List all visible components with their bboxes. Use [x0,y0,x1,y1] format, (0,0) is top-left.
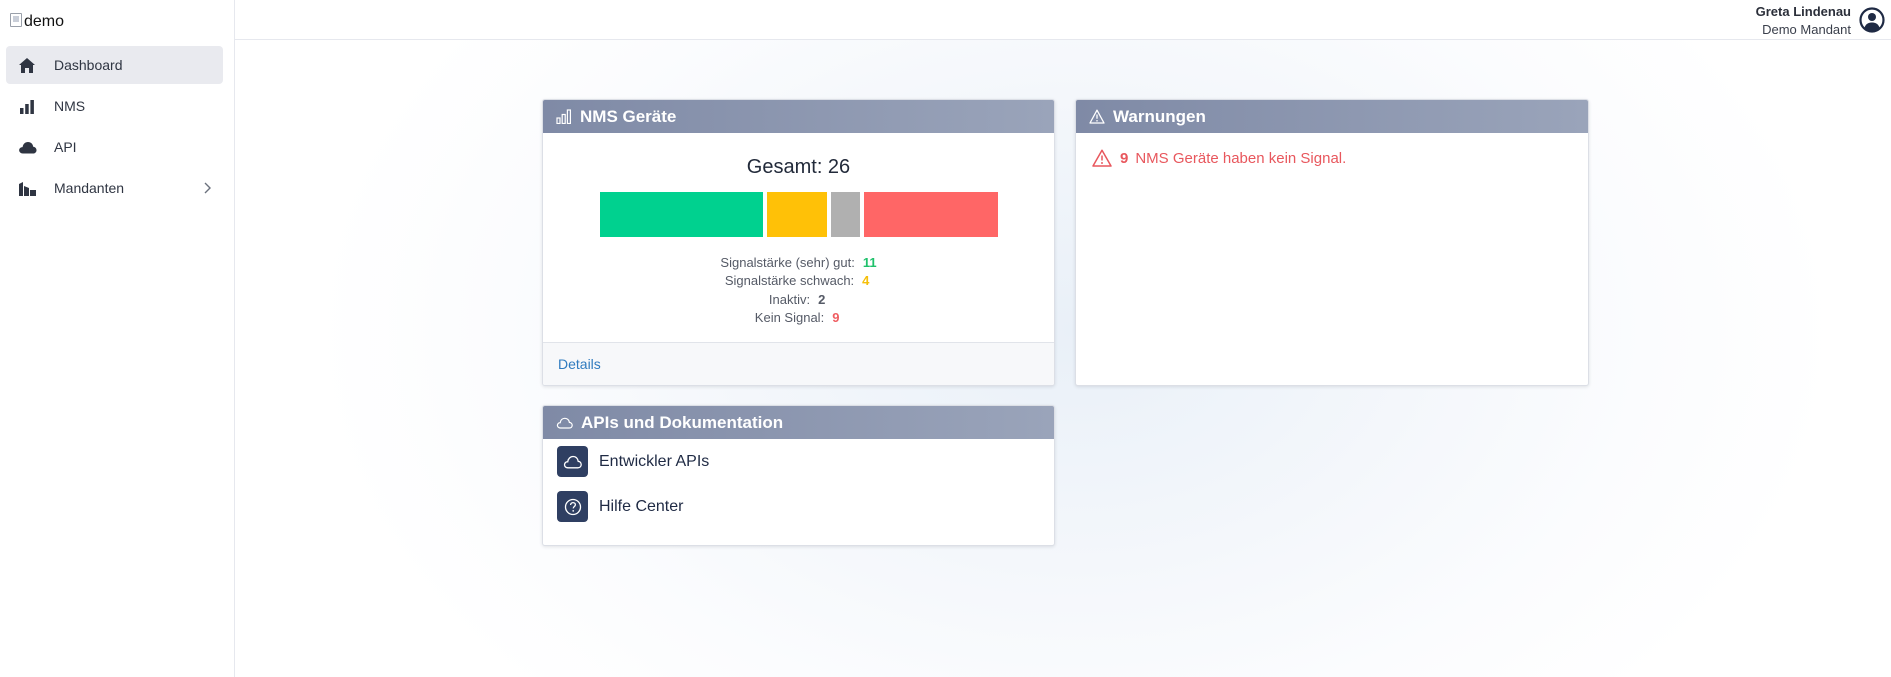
stat-value: 2 [818,291,826,307]
sidebar-item-dashboard[interactable]: Dashboard [6,46,223,84]
bar-chart-icon [16,97,38,115]
cloud-icon [557,446,588,477]
card-title: APIs und Dokumentation [581,412,784,432]
sidebar-nav: Dashboard NMS API Mandanten [6,46,223,210]
warnings-card: Warnungen 9 NMS Geräte haben kein Signal… [1075,99,1589,386]
stat-label: Signalstärke schwach: [724,273,855,289]
buildings-icon [16,179,38,197]
sidebar-item-label: Mandanten [54,180,125,196]
main-content: NMS Geräte Gesamt: 26 Signalstärke (sehr… [235,40,1891,677]
cloud-icon [556,417,573,429]
sidebar-item-label: API [54,139,77,155]
card-header: NMS Geräte [543,100,1054,133]
logo[interactable]: demo [10,13,64,31]
stat-value: 4 [862,273,870,289]
warning-triangle-icon [1089,109,1105,124]
link-label: Hilfe Center [599,497,684,515]
user-name: Greta Lindenau [1755,4,1851,19]
status-stats: Signalstärke (sehr) gut: 11 Signalstärke… [543,253,1054,327]
stat-label: Inaktiv: [768,291,811,307]
segment-no-signal [864,192,998,237]
warning-message: NMS Geräte haben kein Signal. [1135,149,1347,167]
sidebar-item-label: NMS [54,98,86,114]
stat-row-no-signal: Kein Signal: 9 [543,309,1054,328]
apis-docs-card: APIs und Dokumentation Entwickler APIs H… [542,405,1055,546]
segment-weak [767,192,827,237]
stat-value: 11 [862,254,877,270]
developer-apis-link[interactable]: Entwickler APIs [543,439,1054,484]
logo-alt-text: demo [24,13,65,30]
cloud-icon [16,138,38,156]
details-link[interactable]: Details [558,356,601,372]
chevron-right-icon [203,181,211,197]
user-info[interactable]: Greta Lindenau Demo Mandant [1756,3,1851,39]
top-bar: Greta Lindenau Demo Mandant [235,0,1891,40]
sidebar-item-mandanten[interactable]: Mandanten [6,169,223,207]
signal-bars-icon [556,109,572,124]
card-header: APIs und Dokumentation [543,406,1054,439]
stat-row-inactive: Inaktiv: 2 [543,290,1054,309]
stat-row-weak: Signalstärke schwach: 4 [543,272,1054,291]
sidebar-item-nms[interactable]: NMS [6,87,223,125]
card-header: Warnungen [1076,100,1588,133]
home-icon [16,56,38,74]
sidebar-item-label: Dashboard [54,57,123,73]
warning-count: 9 [1120,149,1129,167]
card-title: NMS Geräte [580,106,677,126]
card-footer: Details [543,342,1054,385]
tenant-name: Demo Mandant [1762,22,1851,37]
stat-label: Signalstärke (sehr) gut: [720,254,855,270]
stat-label: Kein Signal: [754,310,825,326]
total-count: Gesamt: 26 [746,156,851,178]
link-label: Entwickler APIs [599,452,710,470]
nms-devices-card: NMS Geräte Gesamt: 26 Signalstärke (sehr… [542,99,1055,386]
sidebar-item-api[interactable]: API [6,128,223,166]
status-distribution-bar [600,192,998,237]
help-center-link[interactable]: Hilfe Center [543,484,1054,529]
stat-row-good: Signalstärke (sehr) gut: 11 [543,253,1054,272]
stat-value: 9 [832,310,840,326]
warning-item[interactable]: 9 NMS Geräte haben kein Signal. [1092,149,1588,167]
segment-good [600,192,764,237]
broken-image-icon [10,13,22,27]
question-circle-icon [557,491,588,522]
warning-triangle-icon [1092,149,1112,167]
user-avatar-icon[interactable] [1859,7,1885,38]
card-title: Warnungen [1113,106,1206,126]
segment-inactive [830,192,861,237]
sidebar: demo Dashboard NMS API Mandanten [0,0,235,677]
